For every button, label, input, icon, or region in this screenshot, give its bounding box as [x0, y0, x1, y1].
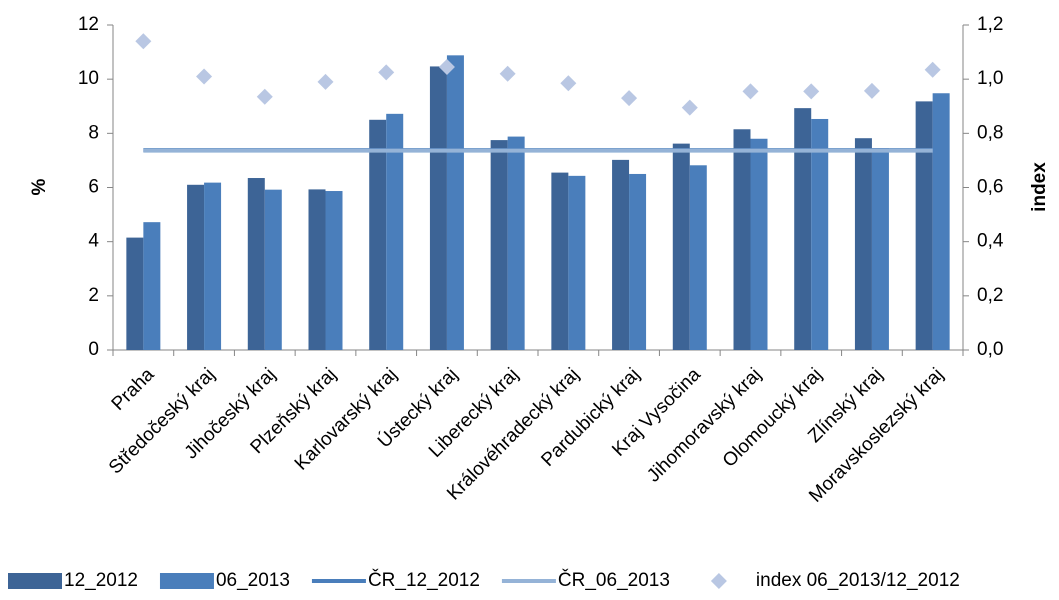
y-tick-label: 0: [88, 339, 99, 360]
legend-swatch: [8, 573, 62, 589]
index-marker: [560, 75, 577, 92]
y-axis-label: %: [29, 178, 50, 195]
bar: [507, 136, 525, 350]
y2-tick-label: 0,8: [977, 122, 1003, 143]
legend-swatch: [159, 573, 214, 589]
bar: [932, 93, 950, 350]
bar: [369, 119, 387, 351]
bar: [794, 108, 812, 350]
bar: [247, 178, 265, 350]
y-tick-label: 6: [88, 177, 99, 198]
legend-label: 06_2013: [216, 570, 290, 591]
legend-label: ČR_06_2013: [558, 569, 670, 591]
bar: [854, 138, 872, 350]
bar: [126, 237, 144, 350]
bar: [689, 165, 707, 350]
y-tick-label: 4: [88, 231, 99, 252]
bar: [446, 55, 464, 350]
index-marker: [317, 73, 334, 90]
bar: [325, 191, 343, 350]
index-marker: [803, 83, 820, 100]
bar: [551, 172, 569, 350]
index-marker: [378, 64, 395, 81]
y2-tick-label: 0,2: [977, 285, 1003, 306]
legend-label: 12_2012: [64, 570, 138, 591]
bar: [429, 66, 447, 350]
y2-tick-label: 0,0: [977, 339, 1003, 360]
y2-axis-label: index: [1029, 162, 1050, 212]
bar: [264, 189, 282, 350]
bar: [204, 182, 222, 350]
x-tick-label: Praha: [108, 364, 159, 415]
index-marker: [742, 83, 759, 100]
index-marker: [256, 88, 273, 105]
legend-label: index 06_2013/12_2012: [756, 570, 960, 591]
y2-tick-label: 1,0: [977, 68, 1003, 89]
index-marker: [438, 58, 455, 75]
legend-swatch: [710, 573, 727, 589]
y2-tick-label: 1,2: [977, 14, 1003, 35]
bar: [568, 175, 586, 350]
bar: [915, 101, 933, 350]
index-marker: [499, 65, 516, 82]
index-marker: [196, 68, 213, 85]
index-marker: [621, 90, 638, 107]
y2-tick-label: 0,4: [977, 231, 1004, 252]
bar: [672, 143, 690, 350]
y-tick-label: 2: [88, 285, 99, 306]
y-tick-label: 8: [88, 122, 99, 143]
bar: [187, 184, 205, 350]
bar: [386, 113, 404, 350]
index-marker: [863, 82, 880, 99]
bar: [871, 148, 889, 350]
y-tick-label: 12: [78, 14, 99, 35]
bar: [612, 159, 630, 350]
index-marker: [924, 61, 941, 78]
bar: [490, 140, 508, 350]
bar: [629, 173, 647, 350]
bar: [811, 118, 829, 351]
bar: [750, 138, 768, 350]
bar: [143, 222, 161, 350]
x-tick-label: Karlovarský kraj: [291, 364, 401, 474]
x-tick-label: Středočeský kraj: [105, 364, 219, 478]
bar: [733, 129, 751, 350]
index-marker: [681, 99, 698, 116]
y-tick-label: 10: [78, 68, 99, 89]
bar: [308, 189, 326, 350]
y2-tick-label: 0,6: [977, 177, 1003, 198]
x-tick-label: Jihomoravský kraj: [643, 364, 765, 486]
legend-label: ČR_12_2012: [368, 569, 480, 591]
index-marker: [135, 33, 152, 50]
